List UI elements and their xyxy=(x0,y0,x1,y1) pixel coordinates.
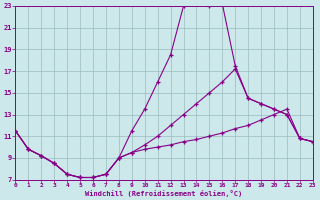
X-axis label: Windchill (Refroidissement éolien,°C): Windchill (Refroidissement éolien,°C) xyxy=(85,190,243,197)
